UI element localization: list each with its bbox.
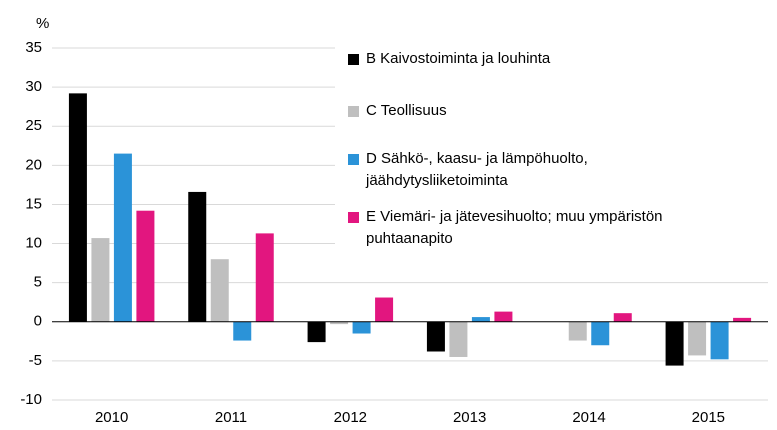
legend-swatch <box>348 54 359 65</box>
y-tick-label: 10 <box>25 235 42 252</box>
bar <box>613 313 632 322</box>
legend-swatch <box>348 154 359 165</box>
legend-item: C Teollisuus <box>348 100 447 122</box>
x-tick-label: 2012 <box>334 409 367 426</box>
bar <box>449 321 468 357</box>
bar <box>188 191 207 322</box>
bar <box>210 259 229 322</box>
bar <box>688 321 707 356</box>
legend-item: E Viemäri- ja jätevesihuolto; muu ympäri… <box>348 206 663 250</box>
legend-label: C Teollisuus <box>366 102 447 119</box>
legend-background <box>335 40 775 268</box>
legend-item: B Kaivostoiminta ja louhinta <box>348 48 550 70</box>
bar <box>471 317 490 322</box>
bar <box>375 297 394 322</box>
x-tick-label: 2010 <box>95 409 128 426</box>
bar <box>665 321 684 366</box>
bar <box>136 210 155 322</box>
bar <box>330 321 349 325</box>
bar <box>426 321 445 352</box>
y-tick-label: 35 <box>25 39 42 56</box>
bar <box>113 153 132 322</box>
x-tick-label: 2014 <box>572 409 605 426</box>
y-tick-label: 30 <box>25 78 42 95</box>
y-tick-label: 5 <box>34 274 42 291</box>
legend-label: E Viemäri- ja jätevesihuolto; muu ympäri… <box>366 208 663 247</box>
y-tick-label: -10 <box>20 391 42 408</box>
legend-swatch <box>348 212 359 223</box>
bar <box>591 321 610 346</box>
y-tick-label: 15 <box>25 195 42 212</box>
y-axis-label: % <box>36 15 49 32</box>
x-tick-label: 2011 <box>215 409 247 426</box>
bar <box>255 233 274 322</box>
bar <box>733 317 752 322</box>
y-tick-label: -5 <box>29 352 42 369</box>
y-tick-label: 0 <box>34 313 42 330</box>
legend-item: D Sähkö-, kaasu- ja lämpöhuolto, jäähdyt… <box>348 148 588 192</box>
bar <box>68 93 87 322</box>
legend-label: D Sähkö-, kaasu- ja lämpöhuolto, jäähdyt… <box>366 150 588 189</box>
legend-swatch <box>348 106 359 117</box>
bar <box>494 311 513 322</box>
bar <box>568 321 587 341</box>
y-tick-label: 25 <box>25 117 42 134</box>
x-tick-label: 2013 <box>453 409 486 426</box>
bar <box>710 321 729 360</box>
bar <box>352 321 371 334</box>
legend-label: B Kaivostoiminta ja louhinta <box>366 50 551 67</box>
bar <box>307 321 326 343</box>
bar <box>233 321 252 341</box>
bar <box>91 238 110 322</box>
x-tick-label: 2015 <box>692 409 725 426</box>
y-tick-label: 20 <box>25 156 42 173</box>
